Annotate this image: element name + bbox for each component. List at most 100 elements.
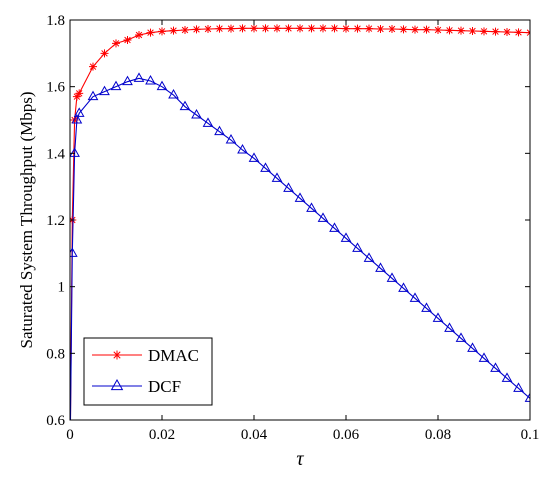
- dmac-point-marker: [296, 24, 304, 33]
- dcf-point-marker: [202, 117, 214, 127]
- dcf-point-marker: [513, 382, 524, 392]
- dmac-point-marker: [158, 27, 166, 36]
- dmac-point-marker: [330, 24, 339, 33]
- axis-ticks: 0 0.02 0.04 0.06 0.08 0.1 0.6 0.8 1 1.2 1.4 1.6 1.8: [46, 13, 539, 443]
- legend-item-dmac: DMAC: [92, 346, 199, 365]
- dmac-point-marker: [112, 350, 122, 360]
- dcf-point-marker: [99, 85, 110, 96]
- dcf-point-marker: [260, 162, 271, 172]
- dmac-point-marker: [123, 36, 132, 44]
- dcf-point-marker: [478, 352, 490, 362]
- dmac-point-marker: [388, 25, 396, 33]
- dmac-point-marker: [365, 24, 373, 33]
- dcf-point-marker: [294, 192, 306, 202]
- dmac-point-marker: [204, 25, 212, 33]
- x-tick-label: 0.08: [425, 427, 451, 443]
- dcf-point-marker: [168, 88, 179, 99]
- dcf-point-marker: [110, 378, 124, 391]
- legend-box: [83, 337, 213, 406]
- legend-label-dcf: DCF: [148, 377, 181, 396]
- dcf-point-marker: [329, 222, 340, 232]
- dcf-point-marker: [70, 147, 80, 157]
- dcf-point-marker: [421, 302, 432, 312]
- dcf-point-marker: [191, 108, 202, 119]
- dcf-point-marker: [73, 107, 85, 117]
- dmac-point-marker: [135, 31, 143, 39]
- dmac-series: [70, 24, 530, 420]
- dcf-point-marker: [444, 322, 455, 332]
- x-tick-label: 0.06: [333, 427, 360, 443]
- dcf-series: [70, 72, 530, 420]
- dmac-point-marker: [169, 26, 178, 35]
- dmac-point-marker: [273, 24, 281, 33]
- x-tick-label: 0: [66, 427, 74, 443]
- dcf-point-marker: [283, 182, 294, 192]
- y-tick-label: 1: [58, 280, 66, 296]
- dmac-point-marker: [181, 26, 189, 34]
- y-axis-label: Saturated System Throughput (Mbps): [17, 91, 36, 348]
- dmac-point-marker: [112, 39, 120, 48]
- dmac-point-marker: [422, 25, 431, 34]
- dcf-point-marker: [214, 125, 225, 136]
- dcf-point-marker: [467, 342, 478, 352]
- y-tick-label: 1.2: [46, 213, 65, 229]
- dmac-point-marker: [353, 24, 362, 33]
- dmac-point-marker: [434, 26, 442, 34]
- dmac-point-marker: [342, 24, 350, 33]
- x-tick-label: 0.1: [521, 427, 540, 443]
- dcf-point-marker: [524, 392, 530, 402]
- dcf-point-marker: [71, 113, 83, 124]
- dcf-point-marker: [490, 362, 501, 372]
- dmac-point-marker: [307, 24, 316, 33]
- dcf-point-marker: [386, 272, 398, 282]
- dcf-point-marker: [156, 80, 168, 91]
- dcf-point-marker: [455, 332, 467, 342]
- dmac-point-marker: [480, 27, 488, 36]
- dmac-point-marker: [514, 28, 523, 37]
- y-tick-label: 1.4: [46, 146, 65, 162]
- dmac-point-marker: [215, 24, 224, 33]
- dmac-point-marker: [284, 24, 293, 33]
- y-tick-label: 1.8: [46, 13, 65, 29]
- dmac-point-marker: [238, 24, 247, 33]
- dmac-point-marker: [100, 49, 109, 58]
- dmac-point-marker: [376, 25, 385, 33]
- dcf-point-marker: [145, 74, 156, 85]
- dmac-point-marker: [491, 27, 500, 36]
- dcf-point-marker: [87, 90, 99, 101]
- dcf-point-marker: [225, 133, 237, 144]
- dcf-point-marker: [501, 372, 513, 382]
- series-layer: [70, 24, 530, 420]
- dcf-point-marker: [375, 262, 386, 272]
- dmac-point-marker: [192, 25, 201, 34]
- dcf-point-marker: [363, 252, 375, 262]
- dcf-point-marker: [248, 152, 260, 162]
- dcf-point-marker: [352, 242, 363, 252]
- dcf-point-marker: [237, 143, 248, 154]
- legend: DMAC DCF: [83, 337, 213, 406]
- dcf-point-marker: [122, 75, 133, 86]
- dmac-point-marker: [146, 28, 155, 37]
- dmac-point-marker: [227, 24, 235, 33]
- x-tick-label: 0.02: [149, 427, 175, 443]
- dmac-point-marker: [399, 25, 408, 34]
- dcf-point-marker: [432, 312, 444, 322]
- dmac-point-marker: [72, 92, 81, 101]
- dmac-point-marker: [75, 89, 84, 98]
- dcf-point-marker: [409, 292, 421, 302]
- dcf-point-marker: [317, 212, 329, 222]
- dcf-point-marker: [306, 202, 317, 212]
- dmac-point-marker: [261, 24, 270, 33]
- x-axis-label: τ: [296, 448, 304, 470]
- dmac-point-marker: [468, 27, 477, 35]
- dmac-point-marker: [319, 24, 327, 33]
- dcf-point-marker: [110, 80, 122, 91]
- dcf-point-marker: [133, 72, 145, 82]
- dmac-point-marker: [445, 26, 454, 35]
- y-tick-label: 0.6: [46, 413, 65, 429]
- dcf-point-marker: [398, 282, 409, 292]
- dmac-point-marker: [89, 62, 97, 71]
- dmac-point-marker: [503, 28, 511, 36]
